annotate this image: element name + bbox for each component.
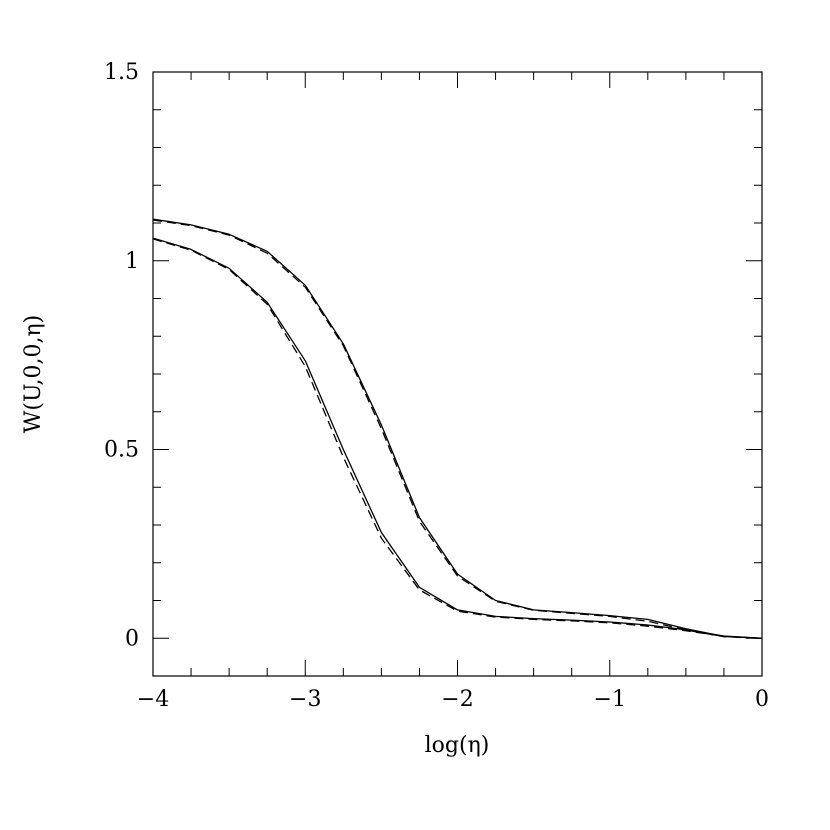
y-tick-label: 1 (125, 249, 139, 274)
x-tick-label: 0 (755, 687, 769, 712)
x-tick-label: −4 (137, 687, 169, 712)
solid-series-line (152, 218, 763, 639)
x-axis-label: log(η) (425, 733, 490, 758)
solid-series-line (152, 237, 763, 639)
x-tick-label: −2 (441, 687, 473, 712)
series-lines (152, 218, 763, 639)
y-axis-label: W(U,0,0,η) (21, 315, 46, 433)
tick-labels: −4 −3 −2 −1 0 0 0.5 1 1.5 (104, 60, 769, 712)
x-tick-label: −3 (289, 687, 321, 712)
y-tick-label: 0 (125, 626, 139, 651)
y-tick-label: 1.5 (104, 60, 139, 85)
dashed-series-line (152, 238, 763, 639)
tick-marks (152, 71, 763, 677)
plot-frame (152, 71, 763, 677)
dashed-series-line (152, 219, 763, 639)
y-tick-label: 0.5 (104, 438, 139, 463)
x-tick-label: −1 (594, 687, 626, 712)
